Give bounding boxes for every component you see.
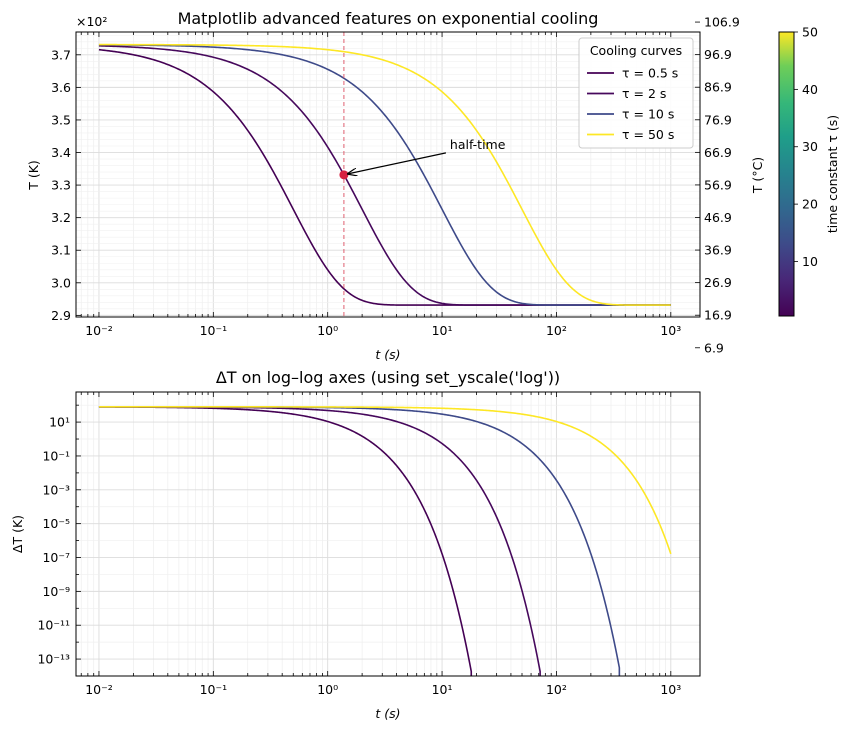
top-x-axis-label: t (s) xyxy=(375,347,400,362)
top-y-tick-label: 3.6 xyxy=(51,80,71,95)
colorbar-tick-label: 10 xyxy=(802,254,818,269)
top-y-tick-label: 3.2 xyxy=(51,210,71,225)
bottom-y-tick-label: 10⁻¹ xyxy=(42,448,70,463)
bottom-chart-title: ΔT on log–log axes (using set_yscale('lo… xyxy=(216,368,560,388)
right-y-tick-label: 6.9 xyxy=(704,340,724,355)
bottom-x-tick-label: 10⁻² xyxy=(85,682,113,697)
right-y-tick-label: 106.9 xyxy=(704,15,740,30)
right-y-tick-label: 36.9 xyxy=(704,243,732,258)
top-y-tick-label: 3.5 xyxy=(51,112,71,127)
colorbar-tick-label: 30 xyxy=(802,139,818,154)
top-series-lines xyxy=(98,32,671,317)
bottom-y-tick-label: 10¹ xyxy=(49,415,70,430)
top-x-tick-label: 10¹ xyxy=(432,323,453,338)
right-y-tick-label: 46.9 xyxy=(704,210,732,225)
legend: Cooling curves τ = 0.5 s τ = 2 s τ = 10 s τ… xyxy=(578,37,694,149)
legend-label-tau-10: τ = 10 s xyxy=(622,107,674,122)
legend-label-tau-0.5: τ = 0.5 s xyxy=(622,66,678,81)
bottom-x-tick-label: 10¹ xyxy=(432,682,453,697)
top-y-tick-label: 3.7 xyxy=(51,47,71,62)
top-y-tick-label: 3.3 xyxy=(51,178,71,193)
top-y-tick-label: 3.0 xyxy=(51,275,71,290)
colorbar xyxy=(778,31,795,317)
bottom-y-tick-label: 10⁻⁹ xyxy=(42,584,70,599)
colorbar-label: time constant τ (s) xyxy=(825,115,840,233)
top-y-offset-label: ×10² xyxy=(76,14,107,29)
top-grid xyxy=(76,32,700,317)
bottom-ticks: 10⁻² 10⁻¹ 10⁰ 10¹ 10² 10³ 10⁻¹³ 10⁻¹¹ 10⁻⁹ 10⁻⁷ 10… xyxy=(37,392,681,697)
right-y-tick-label: 16.9 xyxy=(704,308,732,323)
right-y-tick-label: 26.9 xyxy=(704,275,732,290)
top-x-tick-label: 10² xyxy=(546,323,567,338)
right-y-tick-label: 56.9 xyxy=(704,177,732,192)
top-y-axis-label: T (K) xyxy=(26,160,41,191)
right-y-tick-label: 66.9 xyxy=(704,145,732,160)
top-x-tick-label: 10⁻¹ xyxy=(200,323,228,338)
series-line-tau-50 xyxy=(98,43,671,306)
legend-title: Cooling curves xyxy=(590,43,682,58)
colorbar-tick-label: 20 xyxy=(802,197,818,212)
bottom-y-tick-label: 10⁻⁷ xyxy=(42,550,70,565)
top-axes-frame xyxy=(75,31,701,318)
top-y-tick-label: 3.4 xyxy=(51,145,71,160)
bottom-x-axis-label: t (s) xyxy=(375,706,400,721)
bottom-y-tick-label: 10⁻³ xyxy=(42,482,70,497)
colorbar-tick-label: 50 xyxy=(802,25,818,40)
bottom-axes-frame xyxy=(75,391,701,677)
top-right-y-axis-label: T (°C) xyxy=(750,157,765,194)
right-y-tick-label: 86.9 xyxy=(704,80,732,95)
top-x-tick-label: 10³ xyxy=(660,323,681,338)
legend-label-tau-50: τ = 50 s xyxy=(622,127,674,142)
deltaT-line-tau-2 xyxy=(98,406,541,676)
legend-box xyxy=(578,37,694,149)
bottom-y-tick-label: 10⁻⁵ xyxy=(42,516,70,531)
colorbar-ticks: 10 20 30 40 50 xyxy=(794,25,818,269)
right-y-tick-label: 96.9 xyxy=(704,47,732,62)
half-time-marker xyxy=(339,170,349,180)
colorbar-tick-label: 40 xyxy=(802,82,818,97)
bottom-x-tick-label: 10² xyxy=(546,682,567,697)
top-ticks: 10⁻² 10⁻¹ 10⁰ 10¹ 10² 10³ 2.9 3.0 3.1 3.2 3.3 3.4 3.… xyxy=(51,32,681,338)
top-x-tick-label: 10⁰ xyxy=(317,323,338,338)
deltaT-line-tau-50 xyxy=(98,406,672,555)
annotation-arrow xyxy=(348,152,447,174)
bottom-x-tick-label: 10⁻¹ xyxy=(200,682,228,697)
deltaT-line-tau-10 xyxy=(98,406,621,676)
top-y-tick-label: 2.9 xyxy=(51,308,71,323)
series-line-tau-10 xyxy=(98,44,671,306)
top-chart-title: Matplotlib advanced features on exponent… xyxy=(178,9,599,28)
bottom-x-tick-label: 10³ xyxy=(660,682,681,697)
top-y-tick-label: 3.1 xyxy=(51,243,71,258)
bottom-x-tick-label: 10⁰ xyxy=(317,682,338,697)
bottom-grid xyxy=(76,392,700,677)
top-x-tick-label: 10⁻² xyxy=(85,323,113,338)
deltaT-line-tau-0.5 xyxy=(98,406,473,676)
bottom-y-tick-label: 10⁻¹³ xyxy=(37,652,70,667)
bottom-series-lines xyxy=(98,406,672,676)
half-time-annotation: half-time xyxy=(348,137,506,174)
bottom-y-tick-label: 10⁻¹¹ xyxy=(37,618,70,633)
bottom-y-axis-label: ΔT (K) xyxy=(10,515,25,553)
annotation-text: half-time xyxy=(450,137,506,152)
legend-label-tau-2: τ = 2 s xyxy=(622,86,666,101)
top-right-axis-ticks: 6.9 16.9 26.9 36.9 46.9 56.9 66.9 76.9 86.9 96.9 1… xyxy=(695,15,740,355)
right-y-tick-label: 76.9 xyxy=(704,112,732,127)
